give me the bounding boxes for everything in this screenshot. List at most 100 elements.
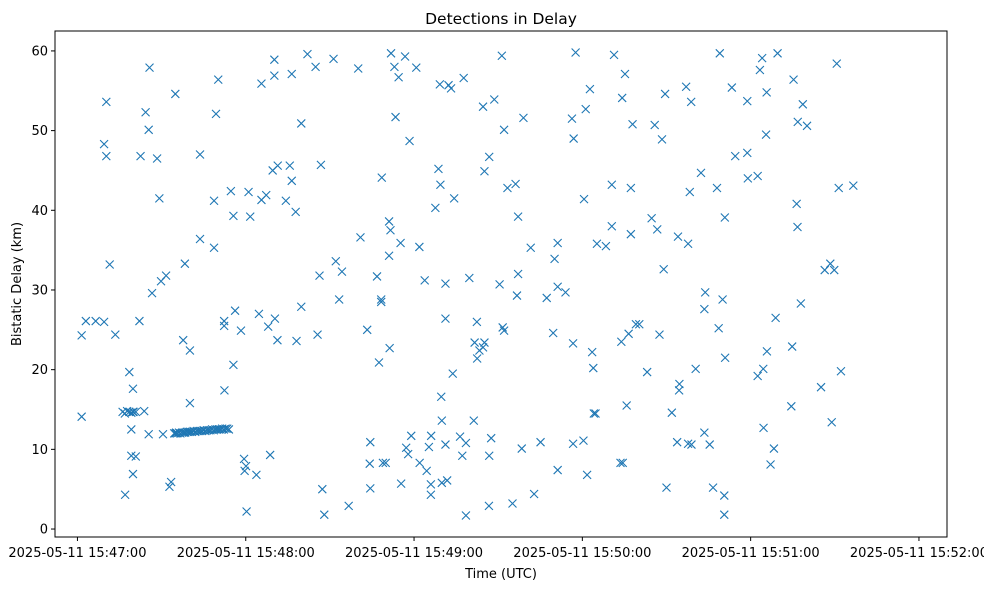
data-point [337, 267, 347, 277]
data-point [99, 317, 109, 327]
data-point [579, 436, 588, 445]
data-point [269, 55, 279, 65]
data-point [221, 424, 230, 434]
data-point [825, 259, 835, 269]
data-point [136, 151, 145, 161]
data-point [99, 139, 109, 149]
data-point [714, 323, 724, 333]
data-point [226, 186, 236, 196]
data-point [344, 501, 354, 511]
data-point [154, 193, 164, 203]
data-point [195, 234, 205, 244]
data-point [105, 260, 115, 269]
data-point [464, 273, 474, 283]
data-point [802, 121, 812, 131]
data-point [128, 384, 138, 394]
data-point [287, 69, 297, 79]
data-point [385, 343, 395, 353]
data-point [126, 425, 136, 434]
data-point [220, 385, 229, 395]
data-point [384, 251, 394, 261]
data-point [742, 96, 752, 106]
data-point [662, 483, 671, 492]
data-point [374, 358, 384, 367]
data-point [769, 444, 779, 453]
data-point [626, 229, 636, 239]
data-point [715, 48, 725, 58]
data-point [161, 271, 171, 281]
data-point [647, 213, 657, 223]
data-point [480, 338, 489, 347]
data-point [550, 254, 559, 264]
data-point [727, 83, 737, 92]
data-point [377, 173, 387, 183]
y-axis-label: Bistatic Delay (km) [10, 222, 25, 346]
x-tick-label: 2025-05-11 15:51:00 [682, 546, 820, 561]
data-point [459, 73, 469, 83]
data-point [144, 125, 154, 135]
data-point [762, 87, 772, 97]
data-point [446, 83, 456, 93]
data-point [124, 367, 134, 377]
data-point [461, 511, 471, 520]
data-point [411, 63, 421, 73]
x-tick-label: 2025-05-11 15:50:00 [513, 546, 651, 561]
y-tick-label: 0 [40, 523, 48, 538]
data-point [755, 65, 765, 75]
data-point [616, 337, 626, 347]
data-point [489, 95, 499, 104]
data-point [591, 409, 600, 418]
data-point [587, 347, 597, 357]
data-point [209, 243, 219, 253]
data-point [101, 151, 111, 161]
data-point [773, 48, 782, 58]
data-point [675, 379, 684, 389]
data-point [396, 479, 406, 488]
data-point [589, 409, 599, 418]
data-point [601, 241, 611, 251]
data-point [708, 483, 718, 492]
data-point [652, 225, 662, 234]
data-point [798, 99, 808, 109]
data-point [588, 363, 598, 373]
data-point [609, 50, 619, 60]
y-tick-label: 60 [31, 44, 48, 59]
data-point [331, 256, 341, 266]
data-point [384, 217, 394, 226]
data-point [793, 222, 802, 232]
data-point [478, 342, 488, 352]
data-point [771, 313, 781, 323]
data-point [478, 102, 488, 112]
data-point [128, 407, 138, 417]
data-point [696, 168, 706, 178]
data-point [700, 287, 710, 297]
data-point [579, 194, 589, 204]
data-point [147, 288, 157, 298]
data-point [472, 354, 482, 363]
data-point [365, 484, 375, 493]
x-axis: 2025-05-11 15:47:00 2025-05-11 15:48:00 20… [8, 537, 984, 561]
data-point [158, 429, 168, 439]
data-point [437, 416, 447, 426]
data-point [110, 330, 120, 339]
data-point [762, 346, 772, 356]
data-point [569, 134, 579, 143]
data-point [386, 225, 395, 235]
data-point [472, 317, 482, 327]
data-point [712, 183, 722, 193]
data-point [650, 120, 660, 130]
data-point [720, 213, 730, 222]
data-point [365, 437, 375, 447]
data-point [415, 458, 425, 468]
x-tick-label: 2025-05-11 15:49:00 [345, 546, 483, 561]
data-point [261, 190, 271, 200]
data-point [571, 48, 581, 57]
data-point [365, 459, 375, 469]
data-point [513, 269, 523, 279]
y-tick-label: 30 [31, 283, 48, 298]
y-tick-label: 10 [31, 443, 48, 458]
data-point [77, 331, 87, 340]
data-point [362, 325, 372, 335]
x-tick-label: 2025-05-11 15:47:00 [8, 546, 146, 561]
